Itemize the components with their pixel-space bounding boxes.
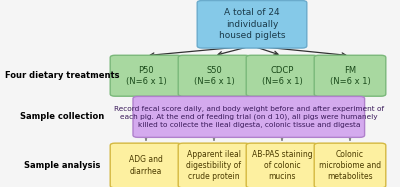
Text: AB-PAS staining
of colonic
mucins: AB-PAS staining of colonic mucins <box>252 150 312 181</box>
FancyBboxPatch shape <box>178 55 250 96</box>
Text: S50
(N=6 x 1): S50 (N=6 x 1) <box>194 65 234 86</box>
Text: Sample analysis: Sample analysis <box>24 161 100 170</box>
Text: Four dietary treatments: Four dietary treatments <box>5 71 119 80</box>
FancyBboxPatch shape <box>178 143 250 187</box>
Text: Apparent ileal
digestibility of
crude protein: Apparent ileal digestibility of crude pr… <box>186 150 242 181</box>
FancyBboxPatch shape <box>314 143 386 187</box>
Text: Record fecal score daily, and body weight before and after experiment of
each pi: Record fecal score daily, and body weigh… <box>114 106 384 128</box>
Text: A total of 24
individually
housed piglets: A total of 24 individually housed piglet… <box>219 8 285 40</box>
Text: Colonic
microbiome and
metabolites: Colonic microbiome and metabolites <box>319 150 381 181</box>
Text: FM
(N=6 x 1): FM (N=6 x 1) <box>330 65 370 86</box>
Text: ADG and
diarrhea: ADG and diarrhea <box>129 155 163 176</box>
FancyBboxPatch shape <box>314 55 386 96</box>
FancyBboxPatch shape <box>246 55 318 96</box>
Text: CDCP
(N=6 x 1): CDCP (N=6 x 1) <box>262 65 302 86</box>
Text: Sample collection: Sample collection <box>20 112 104 121</box>
FancyBboxPatch shape <box>110 143 182 187</box>
FancyBboxPatch shape <box>246 143 318 187</box>
FancyBboxPatch shape <box>110 55 182 96</box>
Text: P50
(N=6 x 1): P50 (N=6 x 1) <box>126 65 166 86</box>
FancyBboxPatch shape <box>197 1 307 48</box>
FancyBboxPatch shape <box>133 96 365 137</box>
